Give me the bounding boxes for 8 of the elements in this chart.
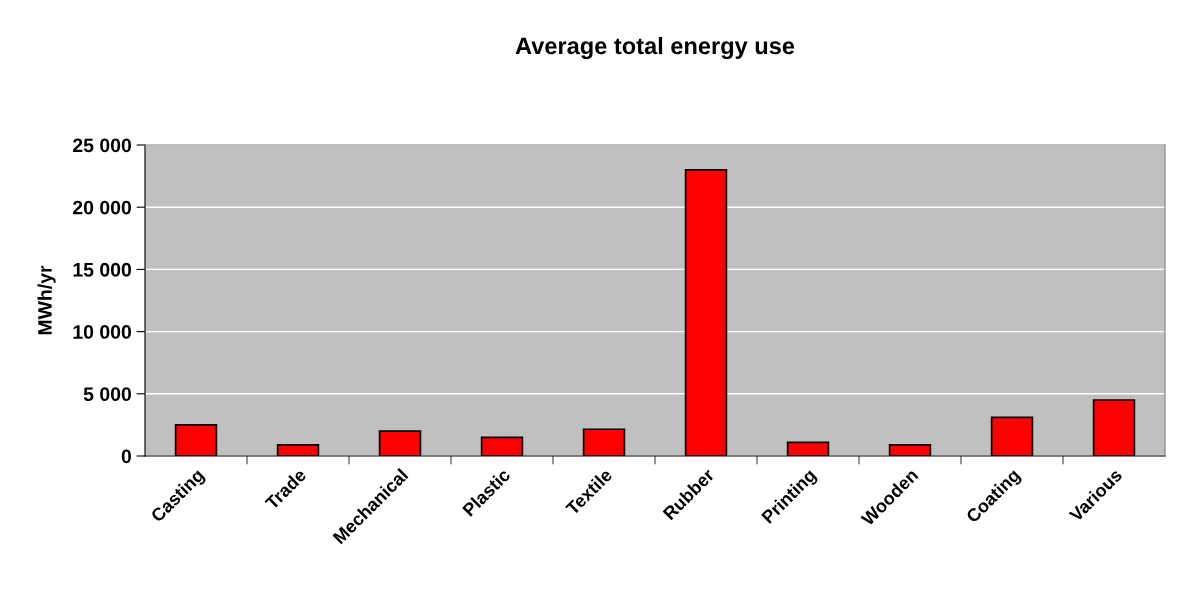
y-axis-title: MWh/yr xyxy=(37,265,56,335)
y-tick-label: 15 000 xyxy=(73,262,132,277)
y-tick-label: 10 000 xyxy=(73,325,132,339)
y-tick-label: 25 000 xyxy=(73,138,132,153)
y-tick-label: 20 000 xyxy=(73,200,132,215)
chart-title: Average total energy use xyxy=(515,36,795,60)
y-tick-label: 5 000 xyxy=(83,387,132,402)
y-tick-label: 0 xyxy=(121,449,132,464)
